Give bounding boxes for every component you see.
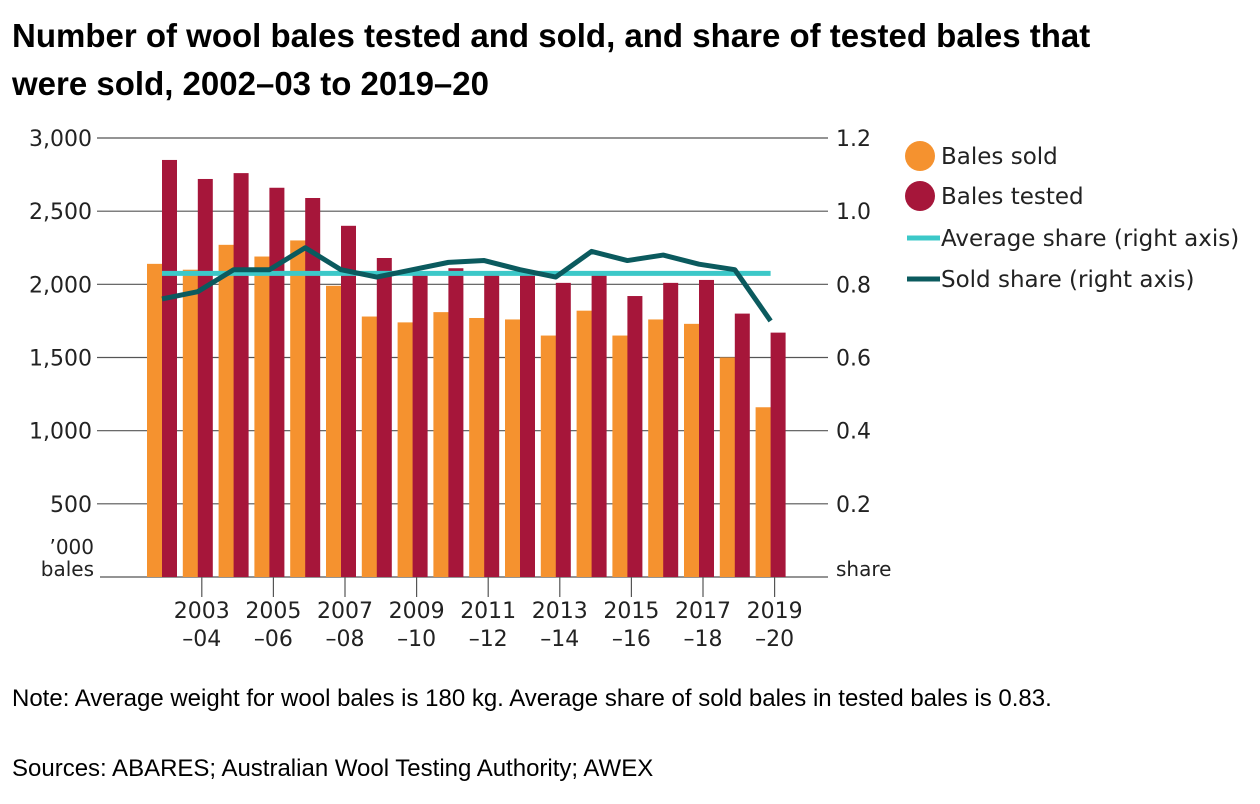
bar-bales-tested <box>770 332 786 577</box>
right-tick-label: 0.2 <box>836 493 871 518</box>
x-tick-label-year: 2007 <box>317 599 373 624</box>
bar-bales-sold <box>505 319 521 577</box>
line-sold-share <box>161 245 773 323</box>
right-tick-label: 1.0 <box>836 200 871 225</box>
left-tick-label: 1,000 <box>29 420 92 445</box>
legend-label-sold-share: Sold share (right axis) <box>941 267 1194 293</box>
bar-bales-sold <box>361 316 378 577</box>
right-tick-label: 1.2 <box>836 127 871 152</box>
bar-bales-sold <box>254 256 271 577</box>
bar-bales-sold <box>719 357 736 577</box>
bar-bales-sold <box>648 319 665 577</box>
bar-bales-tested <box>233 173 249 577</box>
x-tick-label-suffix: –12 <box>469 627 508 652</box>
bar-bales-sold <box>755 407 772 577</box>
x-tick-label-year: 2005 <box>245 599 301 624</box>
bar-bales-tested <box>734 313 750 577</box>
legend-label-bales-tested: Bales tested <box>941 184 1084 210</box>
x-tick-label-suffix: –08 <box>326 627 365 652</box>
bar-bales-tested <box>269 187 285 577</box>
bars <box>147 159 786 578</box>
bar-bales-sold <box>290 240 307 577</box>
bar-bales-sold <box>576 310 593 577</box>
bar-bales-tested <box>448 268 464 577</box>
x-tick-label-year: 2015 <box>603 599 659 624</box>
x-tick-label-suffix: –06 <box>254 627 293 652</box>
bar-bales-tested <box>663 282 679 577</box>
bar-bales-sold <box>218 244 235 577</box>
chart-title: Number of wool bales tested and sold, an… <box>12 17 1091 102</box>
x-tick-label-year: 2013 <box>532 599 588 624</box>
x-tick-label-suffix: –04 <box>182 627 221 652</box>
x-tick-label-year: 2011 <box>460 599 516 624</box>
x-tick-label-suffix: –18 <box>684 627 723 652</box>
right-axis-unit: share <box>836 557 891 581</box>
bar-bales-tested <box>555 282 571 577</box>
right-tick-label: 0.4 <box>836 420 871 445</box>
legend-swatch-bales-sold <box>905 141 935 171</box>
legend-swatch-bales-tested <box>905 181 935 211</box>
chart-note: Note: Average weight for wool bales is 1… <box>12 685 1052 712</box>
bar-bales-tested <box>162 159 177 577</box>
share-lines <box>161 245 773 323</box>
bar-bales-tested <box>341 225 356 578</box>
left-axis-unit-line2: bales <box>41 557 94 581</box>
axes: 500 1,000 1,500 2,000 2,500 3,000 0.2 0.4 0.6 0.8… <box>29 127 891 652</box>
bar-bales-tested <box>591 274 607 577</box>
x-tick-label-suffix: –10 <box>397 627 436 652</box>
chart-sources: Sources: ABARES; Australian Wool Testing… <box>12 755 654 782</box>
left-tick-label: 3,000 <box>29 127 92 152</box>
x-tick-label-year: 2019 <box>747 599 803 624</box>
bar-bales-sold <box>182 269 199 577</box>
x-tick-label-suffix: –16 <box>612 627 651 652</box>
bar-bales-tested <box>627 296 643 577</box>
right-tick-label: 0.8 <box>836 273 871 298</box>
bar-bales-sold <box>469 317 486 577</box>
legend-label-bales-sold: Bales sold <box>941 144 1058 170</box>
bar-bales-sold <box>147 263 163 577</box>
bar-bales-tested <box>699 279 714 577</box>
x-tick-label-year: 2009 <box>389 599 445 624</box>
x-tick-label-year: 2017 <box>675 599 731 624</box>
chart: 500 1,000 1,500 2,000 2,500 3,000 0.2 0.4 0.6 0.8… <box>29 127 1239 652</box>
legend-label-average-share: Average share (right axis) <box>941 226 1239 252</box>
left-tick-label: 1,500 <box>29 347 92 372</box>
bar-bales-tested <box>305 197 321 577</box>
left-tick-label: 2,500 <box>29 200 92 225</box>
bar-bales-sold <box>540 335 557 577</box>
bar-bales-tested <box>412 272 428 577</box>
x-tick-label-suffix: –14 <box>540 627 579 652</box>
bar-bales-sold <box>612 335 629 577</box>
bar-bales-tested <box>484 275 500 577</box>
bar-bales-tested <box>197 178 213 577</box>
bar-bales-sold <box>326 285 342 577</box>
bar-bales-tested <box>520 272 535 577</box>
bar-bales-tested <box>376 257 392 577</box>
bar-bales-sold <box>684 323 700 577</box>
left-axis-unit-line1: ’000 <box>49 535 94 559</box>
bar-bales-sold <box>397 322 414 577</box>
legend: Bales sold Bales tested Average share (rig… <box>905 141 1239 293</box>
left-tick-label: 2,000 <box>29 273 92 298</box>
bar-bales-sold <box>433 312 450 577</box>
right-tick-label: 0.6 <box>836 347 871 372</box>
left-tick-label: 500 <box>50 493 92 518</box>
x-tick-label-year: 2003 <box>174 599 230 624</box>
x-tick-label-suffix: –20 <box>755 627 794 652</box>
